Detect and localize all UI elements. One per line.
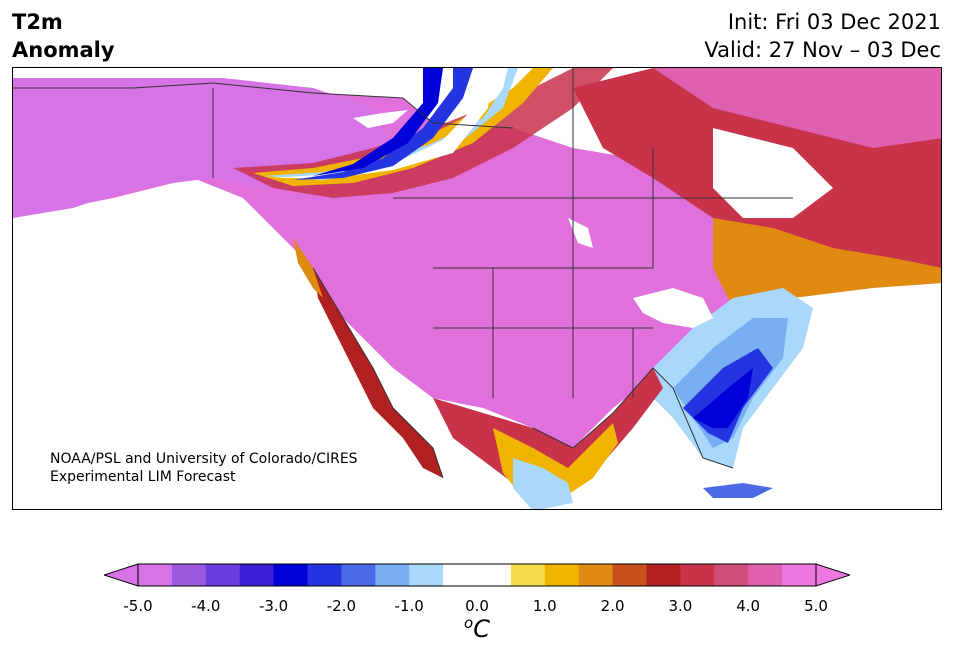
colorbar-tick-label: 2.0: [600, 597, 625, 615]
colorbar-segment: [273, 564, 308, 586]
units-base: C: [473, 615, 490, 643]
colorbar-extend-low: [104, 563, 139, 587]
anomaly-map: NOAA/PSL and University of Colorado/CIRE…: [12, 67, 942, 510]
coastlines: [13, 68, 793, 479]
units-superscript: o: [464, 614, 474, 632]
colorbar-tick-label: 5.0: [804, 597, 828, 615]
units-label: oC: [440, 614, 514, 643]
colorbar-segment: [680, 564, 715, 586]
credit-line-1: NOAA/PSL and University of Colorado/CIRE…: [50, 451, 358, 467]
colorbar-tick-label: 1.0: [532, 597, 557, 615]
colorbar-segment: [341, 564, 376, 586]
credit-line-2: Experimental LIM Forecast: [50, 469, 236, 485]
colorbar-tick-label: 0.0: [465, 597, 489, 615]
init-date: Init: Fri 03 Dec 2021: [727, 10, 941, 34]
colorbar-tick-label: -3.0: [258, 597, 289, 615]
colorbar-segment: [782, 564, 817, 586]
colorbar-segment: [138, 564, 173, 586]
colorbar-segment: [646, 564, 681, 586]
colorbar-segment: [409, 564, 444, 586]
colorbar-segment: [375, 564, 410, 586]
colorbar-tick-label: 4.0: [736, 597, 761, 615]
colorbar-segment: [748, 564, 783, 586]
colorbar-segments: [138, 564, 817, 586]
valid-range: Valid: 27 Nov – 03 Dec: [704, 38, 941, 62]
colorbar-segment: [307, 564, 342, 586]
colorbar-outline: [137, 563, 817, 587]
colorbar-segment: [578, 564, 614, 586]
colorbar-tick-label: -4.0: [191, 597, 221, 615]
map-title: T2m Anomaly: [12, 8, 115, 64]
colorbar-tick-label: -5.0: [123, 597, 153, 615]
colorbar-segment: [171, 564, 207, 586]
credit-text: NOAA/PSL and University of Colorado/CIRE…: [50, 450, 358, 486]
colorbar-segment: [205, 564, 241, 586]
colorbar-segment: [239, 564, 275, 586]
forecast-dates: Init: Fri 03 Dec 2021 Valid: 27 Nov – 03…: [704, 8, 941, 64]
title-line-1: T2m: [12, 10, 63, 34]
colorbar-tick-label: -2.0: [326, 597, 357, 615]
colorbar: [104, 563, 850, 587]
colorbar-segment: [443, 564, 478, 586]
colorbar-tick-label: 3.0: [668, 597, 693, 615]
colorbar-tick-label: -1.0: [394, 597, 424, 615]
colorbar-segment: [477, 564, 512, 586]
colorbar-extend-high: [815, 563, 850, 587]
land-anomaly-fill: [13, 68, 941, 509]
colorbar-segment: [714, 564, 749, 586]
colorbar-segment: [510, 564, 546, 586]
title-line-2: Anomaly: [12, 38, 115, 62]
map-canvas: [13, 68, 941, 509]
colorbar-segment: [612, 564, 647, 586]
colorbar-segment: [544, 564, 580, 586]
